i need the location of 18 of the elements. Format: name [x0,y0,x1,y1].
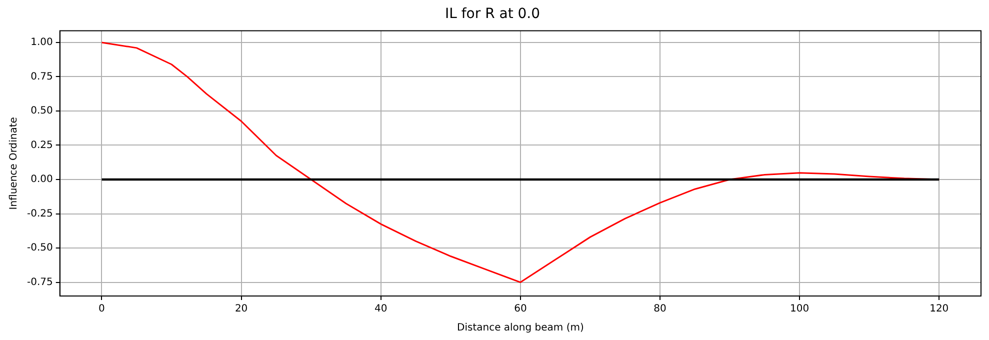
x-axis-title: Distance along beam (m) [456,322,584,334]
y-tick-label: 0.50 [30,106,53,117]
x-tick-label: 20 [234,304,248,315]
y-tick-label: 0.25 [30,140,53,151]
x-tick-label: 80 [654,304,666,315]
y-tick-label: 0.00 [30,174,53,186]
x-tick-label: 40 [374,304,388,315]
x-tick-label: 120 [930,304,949,315]
x-tick-label: 0 [98,304,105,315]
y-tick-label: 1.00 [30,37,53,48]
y-tick-label: -0.75 [27,276,53,288]
y-tick-label: -0.50 [27,242,53,254]
chart-title: IL for R at 0.0 [444,6,540,22]
y-tick-label: 0.75 [30,71,53,82]
x-tick-label: 60 [514,304,527,315]
y-axis-title: Influence Ordinate [8,117,20,210]
x-tick-label: 100 [790,304,810,315]
y-tick-label: -0.25 [27,208,53,220]
